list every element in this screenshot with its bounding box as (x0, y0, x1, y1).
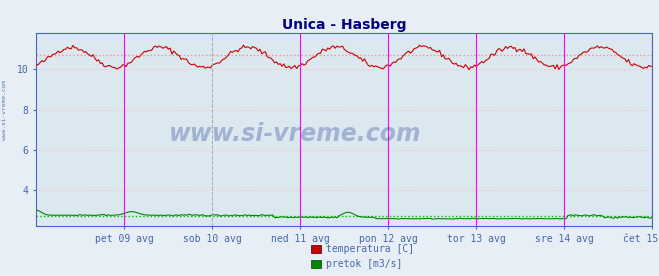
Title: Unica - Hasberg: Unica - Hasberg (282, 18, 407, 32)
Text: www.si-vreme.com: www.si-vreme.com (169, 122, 421, 145)
Legend: temperatura [C], pretok [m3/s]: temperatura [C], pretok [m3/s] (309, 242, 416, 271)
Text: www.si-vreme.com: www.si-vreme.com (2, 80, 7, 140)
